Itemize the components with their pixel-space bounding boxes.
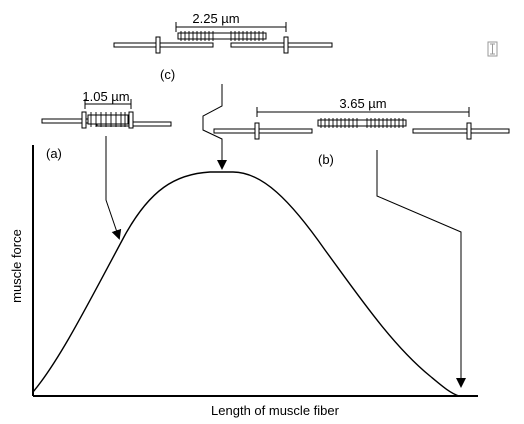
z-line-left-b <box>254 122 260 140</box>
sarcomere-b: 3.65 µm (b) <box>213 96 510 167</box>
cross-bridges-a <box>90 112 126 127</box>
leader-lines <box>105 84 466 388</box>
actin-left-c <box>113 42 214 48</box>
z-line-right-a <box>128 111 134 129</box>
cross-bridges-c <box>180 31 264 41</box>
z-line-left-c <box>155 36 161 54</box>
force-length-curve <box>32 171 460 397</box>
axes <box>32 145 478 397</box>
cross-bridges-b <box>320 118 404 128</box>
sarcomere-c: 2.25 µm (c) <box>113 11 333 82</box>
arrow-c-to-peak <box>202 84 227 170</box>
myosin-b <box>317 119 407 127</box>
actin-right-b <box>412 128 510 134</box>
arrow-a-to-curve <box>105 136 122 240</box>
z-line-right-b <box>466 122 472 140</box>
text-cursor-icon <box>487 41 498 57</box>
myosin-c <box>177 32 267 40</box>
panel-tag-b: (b) <box>318 152 334 167</box>
width-label-a: 1.05 µm <box>82 89 129 104</box>
sarcomere-a: 1.05 µm (a) <box>41 89 172 161</box>
arrow-b-to-end <box>376 150 466 388</box>
x-axis-label: Length of muscle fiber <box>211 403 340 418</box>
width-label-c: 2.25 µm <box>192 11 239 26</box>
width-label-b: 3.65 µm <box>339 96 386 111</box>
actin-right-c <box>230 42 333 48</box>
z-line-right-c <box>283 36 289 54</box>
dimension-bar-c <box>175 22 287 32</box>
y-axis-label: muscle force <box>9 229 24 303</box>
dimension-bar-a <box>84 99 132 109</box>
actin-left-b <box>213 128 313 134</box>
panel-tag-c: (c) <box>160 67 175 82</box>
z-line-left-a <box>81 111 87 129</box>
myosin-a <box>87 114 129 125</box>
dimension-bar-b <box>256 107 470 117</box>
panel-tag-a: (a) <box>46 146 62 161</box>
